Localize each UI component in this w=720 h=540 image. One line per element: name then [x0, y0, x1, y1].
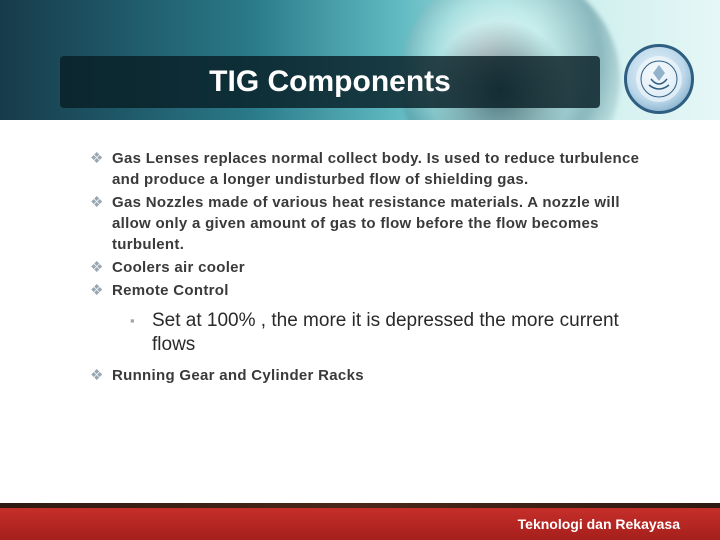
list-item-text: Gas Lenses replaces normal collect body.…	[112, 148, 650, 190]
diamond-bullet-icon: ❖	[90, 148, 112, 169]
title-bar: TIG Components	[60, 56, 600, 108]
list-item: ❖ Remote Control	[90, 280, 650, 301]
footer-main-bar: Teknologi dan Rekayasa	[0, 508, 720, 540]
list-item: ❖ Gas Nozzles made of various heat resis…	[90, 192, 650, 255]
footer: Teknologi dan Rekayasa	[0, 496, 720, 540]
diamond-bullet-icon: ❖	[90, 192, 112, 213]
footer-text: Teknologi dan Rekayasa	[518, 516, 680, 532]
list-item: ❖ Gas Lenses replaces normal collect bod…	[90, 148, 650, 190]
emblem-icon	[639, 59, 679, 99]
content-area: ❖ Gas Lenses replaces normal collect bod…	[90, 148, 650, 388]
page-title: TIG Components	[209, 65, 451, 99]
diamond-bullet-icon: ❖	[90, 365, 112, 386]
list-item-text: Running Gear and Cylinder Racks	[112, 365, 364, 386]
list-item-text: Gas Nozzles made of various heat resista…	[112, 192, 650, 255]
list-item-text: Coolers air cooler	[112, 257, 245, 278]
diamond-bullet-icon: ❖	[90, 280, 112, 301]
sub-list-item-text: Set at 100% , the more it is depressed t…	[152, 309, 650, 357]
diamond-bullet-icon: ❖	[90, 257, 112, 278]
list-item: ❖ Running Gear and Cylinder Racks	[90, 365, 650, 386]
square-bullet-icon: ▪	[130, 309, 152, 333]
list-item: ❖ Coolers air cooler	[90, 257, 650, 278]
sub-list-item: ▪ Set at 100% , the more it is depressed…	[130, 309, 650, 357]
logo-inner-graphic	[636, 56, 682, 102]
list-item-text: Remote Control	[112, 280, 229, 301]
header-band: TIG Components	[0, 0, 720, 120]
logo-emblem	[624, 44, 694, 114]
